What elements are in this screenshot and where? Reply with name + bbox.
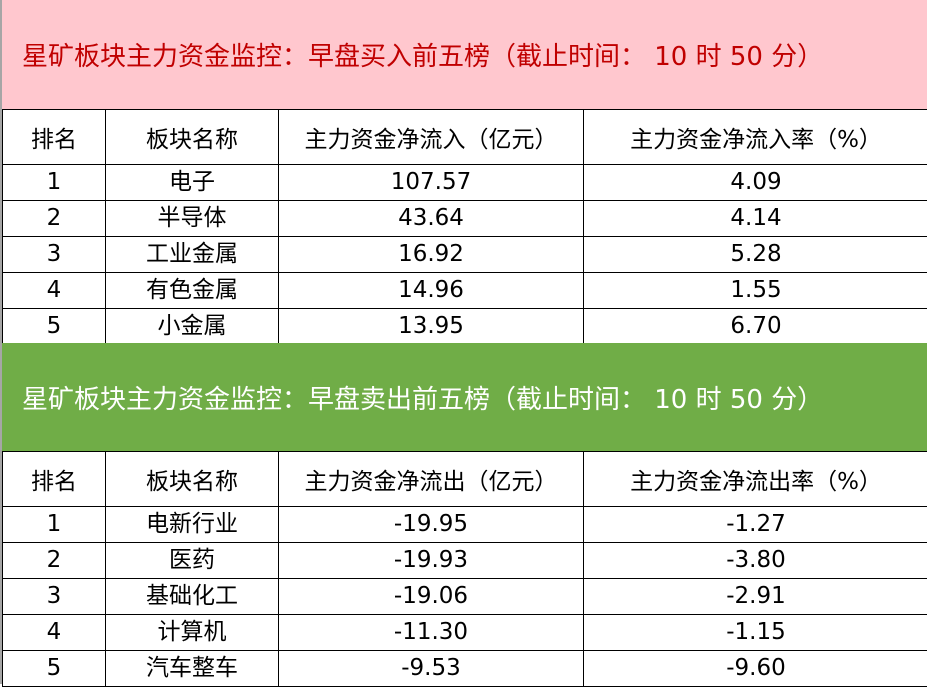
cell-rank: 4 — [3, 273, 106, 309]
cell-sector: 医药 — [106, 543, 279, 579]
cell-sector: 汽车整车 — [106, 651, 279, 687]
cell-net-flow-rate: 6.70 — [584, 309, 927, 345]
cell-sector: 工业金属 — [106, 237, 279, 273]
header-net-flow-rate: 主力资金净流出率（%） — [584, 452, 927, 507]
cell-sector: 小金属 — [106, 309, 279, 345]
buy-title: 星矿板块主力资金监控：早盘买入前五榜（截止时间： 10 时 50 分） — [2, 0, 927, 109]
cell-net-flow: -11.30 — [279, 615, 584, 651]
cell-sector: 电子 — [106, 165, 279, 201]
cell-net-flow-rate: 5.28 — [584, 237, 927, 273]
cell-net-flow: 16.92 — [279, 237, 584, 273]
cell-net-flow: -19.93 — [279, 543, 584, 579]
header-sector: 板块名称 — [106, 110, 279, 165]
cell-sector: 基础化工 — [106, 579, 279, 615]
cell-net-flow: 14.96 — [279, 273, 584, 309]
header-net-flow: 主力资金净流出（亿元） — [279, 452, 584, 507]
header-net-flow: 主力资金净流入（亿元） — [279, 110, 584, 165]
cell-net-flow-rate: 4.09 — [584, 165, 927, 201]
cell-net-flow-rate: 1.55 — [584, 273, 927, 309]
cell-rank: 2 — [3, 201, 106, 237]
header-rank: 排名 — [3, 110, 106, 165]
cell-rank: 5 — [3, 309, 106, 345]
cell-net-flow-rate: 4.14 — [584, 201, 927, 237]
cell-rank: 4 — [3, 615, 106, 651]
header-sector: 板块名称 — [106, 452, 279, 507]
cell-sector: 半导体 — [106, 201, 279, 237]
cell-rank: 5 — [3, 651, 106, 687]
cell-net-flow: 43.64 — [279, 201, 584, 237]
cell-rank: 3 — [3, 237, 106, 273]
cell-net-flow-rate: -9.60 — [584, 651, 927, 687]
cell-net-flow: 107.57 — [279, 165, 584, 201]
cell-sector: 电新行业 — [106, 507, 279, 543]
header-rank: 排名 — [3, 452, 106, 507]
cell-rank: 2 — [3, 543, 106, 579]
cell-net-flow: -19.95 — [279, 507, 584, 543]
cell-rank: 3 — [3, 579, 106, 615]
cell-sector: 计算机 — [106, 615, 279, 651]
sell-title: 星矿板块主力资金监控：早盘卖出前五榜（截止时间： 10 时 50 分） — [2, 343, 927, 451]
header-row: 排名板块名称主力资金净流出（亿元）主力资金净流出率（%） — [3, 452, 927, 507]
header-row: 排名板块名称主力资金净流入（亿元）主力资金净流入率（%） — [3, 110, 927, 165]
cell-net-flow-rate: -3.80 — [584, 543, 927, 579]
cell-net-flow: -9.53 — [279, 651, 584, 687]
cell-net-flow: 13.95 — [279, 309, 584, 345]
cell-rank: 1 — [3, 165, 106, 201]
cell-net-flow-rate: -2.91 — [584, 579, 927, 615]
header-net-flow-rate: 主力资金净流入率（%） — [584, 110, 927, 165]
cell-net-flow: -19.06 — [279, 579, 584, 615]
cell-sector: 有色金属 — [106, 273, 279, 309]
cell-net-flow-rate: -1.15 — [584, 615, 927, 651]
cell-net-flow-rate: -1.27 — [584, 507, 927, 543]
cell-rank: 1 — [3, 507, 106, 543]
